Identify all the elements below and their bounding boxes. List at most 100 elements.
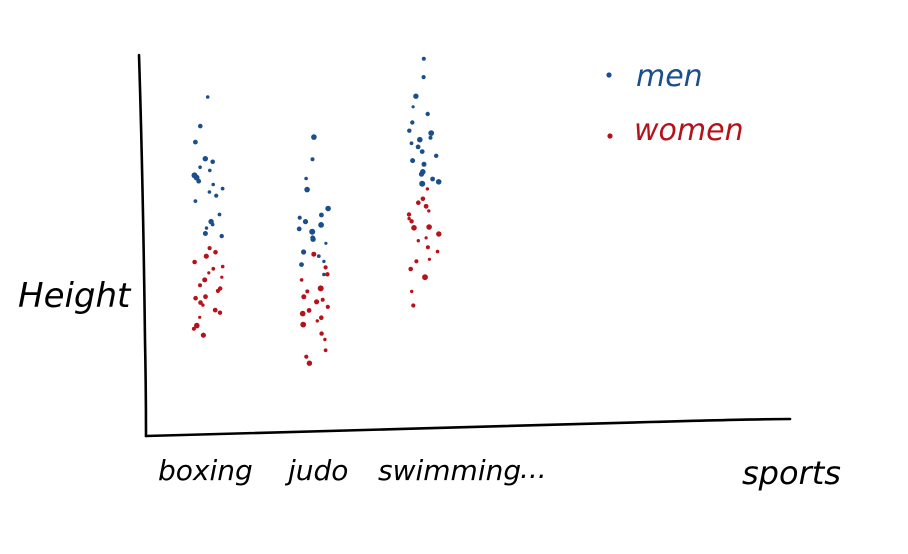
point-men-swimming-11 xyxy=(415,144,421,150)
point-men-boxing-5 xyxy=(198,165,202,169)
point-men-judo-10 xyxy=(309,228,316,235)
point-women-judo-4 xyxy=(317,285,324,292)
point-women-judo-7 xyxy=(320,297,325,302)
point-men-swimming-18 xyxy=(430,176,435,182)
legend-label-women: women xyxy=(634,113,744,148)
point-men-boxing-12 xyxy=(207,190,212,194)
point-men-boxing-9 xyxy=(196,178,202,184)
x-axis-title: sports xyxy=(742,454,841,492)
point-men-swimming-1 xyxy=(421,75,426,80)
point-women-swimming-5 xyxy=(406,212,412,217)
point-women-boxing-14 xyxy=(198,300,203,305)
point-women-boxing-2 xyxy=(203,253,209,259)
point-women-boxing-15 xyxy=(201,303,205,307)
tick-label-swimming: swimming xyxy=(378,454,521,487)
point-men-judo-17 xyxy=(299,262,304,267)
point-women-boxing-9 xyxy=(198,283,202,288)
point-men-judo-16 xyxy=(322,259,326,264)
point-women-boxing-7 xyxy=(220,275,224,279)
point-women-judo-0 xyxy=(311,251,317,257)
point-men-swimming-12 xyxy=(419,149,425,155)
point-men-swimming-6 xyxy=(407,128,412,133)
point-women-swimming-15 xyxy=(427,257,431,261)
point-men-boxing-2 xyxy=(193,139,198,145)
point-men-swimming-13 xyxy=(434,153,439,158)
point-men-judo-7 xyxy=(302,219,309,225)
legend-marker-women xyxy=(607,133,613,139)
point-men-boxing-6 xyxy=(208,168,212,173)
point-women-swimming-9 xyxy=(411,225,417,231)
point-women-judo-18 xyxy=(304,354,309,359)
point-women-judo-11 xyxy=(299,310,306,317)
point-women-judo-12 xyxy=(319,315,324,321)
point-men-judo-12 xyxy=(310,236,316,242)
point-women-boxing-16 xyxy=(212,307,218,313)
point-men-swimming-5 xyxy=(410,120,415,125)
point-women-swimming-12 xyxy=(416,239,420,243)
point-women-boxing-0 xyxy=(207,246,212,251)
point-women-swimming-17 xyxy=(408,266,414,272)
point-men-swimming-20 xyxy=(419,180,426,187)
point-men-swimming-19 xyxy=(435,179,442,185)
x-axis-line xyxy=(144,417,792,438)
point-women-judo-9 xyxy=(325,304,330,309)
point-women-swimming-14 xyxy=(435,249,440,254)
point-women-judo-1 xyxy=(323,265,328,270)
point-men-swimming-14 xyxy=(410,158,416,164)
point-women-swimming-13 xyxy=(425,245,430,250)
point-women-boxing-5 xyxy=(211,266,216,271)
point-women-judo-16 xyxy=(323,337,327,342)
point-women-boxing-21 xyxy=(200,332,206,338)
point-men-boxing-13 xyxy=(214,193,219,198)
point-women-boxing-20 xyxy=(191,326,196,331)
point-women-boxing-8 xyxy=(202,277,208,283)
point-women-boxing-6 xyxy=(207,271,211,275)
point-women-boxing-3 xyxy=(192,259,197,265)
point-men-boxing-0 xyxy=(205,95,210,99)
point-women-judo-19 xyxy=(306,360,313,366)
legend: men women xyxy=(606,59,744,148)
point-women-swimming-0 xyxy=(425,187,430,191)
point-men-boxing-10 xyxy=(211,182,215,187)
point-women-boxing-12 xyxy=(203,294,208,300)
data-points xyxy=(191,56,442,366)
point-men-boxing-20 xyxy=(219,233,224,239)
point-men-judo-8 xyxy=(318,222,324,228)
tick-label-boxing: boxing xyxy=(158,454,253,487)
point-men-judo-2 xyxy=(304,176,308,181)
point-men-judo-6 xyxy=(297,215,302,220)
point-men-boxing-11 xyxy=(220,186,225,191)
point-women-swimming-19 xyxy=(410,289,414,294)
point-women-swimming-16 xyxy=(414,259,419,264)
point-men-swimming-9 xyxy=(417,136,423,143)
point-women-judo-15 xyxy=(319,331,324,336)
point-women-boxing-1 xyxy=(213,249,218,255)
point-women-swimming-11 xyxy=(424,236,428,240)
point-women-judo-2 xyxy=(325,272,330,277)
point-women-boxing-13 xyxy=(193,295,198,301)
point-men-swimming-7 xyxy=(428,130,435,137)
point-men-swimming-3 xyxy=(411,105,415,109)
point-men-boxing-17 xyxy=(210,222,215,227)
point-men-swimming-17 xyxy=(418,171,425,177)
point-men-judo-0 xyxy=(311,134,317,140)
point-men-swimming-8 xyxy=(428,135,433,140)
tick-label-judo: judo xyxy=(284,454,348,487)
y-axis-title: Height xyxy=(18,276,132,316)
point-men-swimming-15 xyxy=(421,161,427,167)
point-men-swimming-0 xyxy=(421,56,426,61)
point-men-swimming-2 xyxy=(413,93,419,99)
point-women-boxing-18 xyxy=(198,315,202,319)
point-women-swimming-6 xyxy=(407,216,411,221)
point-women-judo-3 xyxy=(299,278,304,282)
point-women-judo-8 xyxy=(314,299,320,305)
point-men-boxing-4 xyxy=(210,159,215,165)
point-men-boxing-15 xyxy=(217,212,222,217)
point-women-swimming-3 xyxy=(423,203,429,209)
point-women-judo-6 xyxy=(301,294,307,300)
point-men-boxing-3 xyxy=(202,156,208,162)
point-men-judo-15 xyxy=(316,254,321,258)
tick-label-more: ... xyxy=(520,452,547,485)
point-men-boxing-14 xyxy=(193,199,198,204)
